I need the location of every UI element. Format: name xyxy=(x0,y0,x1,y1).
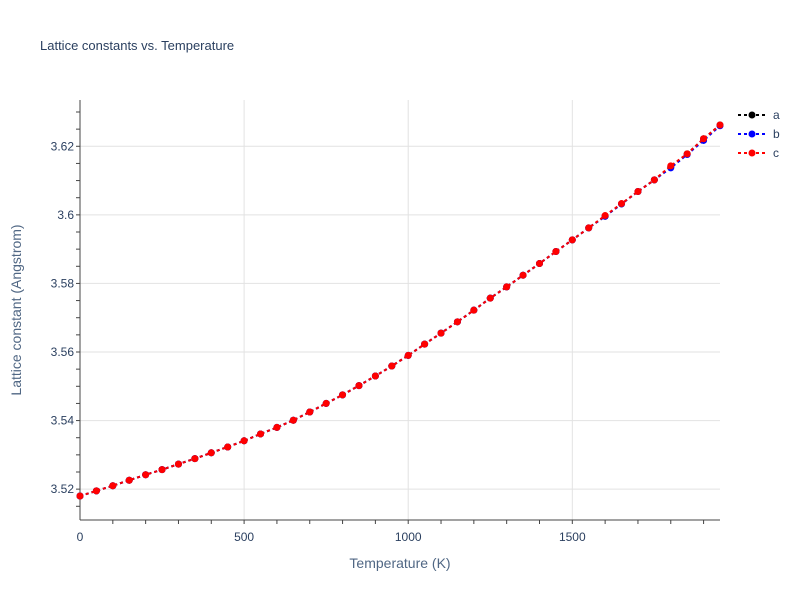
data-point xyxy=(306,408,314,416)
x-tick-label: 1000 xyxy=(395,530,422,544)
data-point xyxy=(158,466,166,474)
legend-marker xyxy=(748,130,756,138)
legend-item-c[interactable]: c xyxy=(738,146,779,160)
data-point xyxy=(700,135,708,143)
legend-label: a xyxy=(773,108,780,122)
legend-marker xyxy=(748,111,756,119)
y-tick-label: 3.58 xyxy=(51,276,75,290)
data-point xyxy=(404,351,412,359)
data-point xyxy=(716,121,724,129)
data-point xyxy=(92,487,100,495)
y-tick-label: 3.52 xyxy=(51,482,75,496)
data-point xyxy=(339,391,347,399)
data-point xyxy=(125,476,133,484)
series-c xyxy=(76,121,724,500)
data-point xyxy=(174,460,182,468)
x-tick-label: 500 xyxy=(234,530,254,544)
legend-label: c xyxy=(773,146,779,160)
data-point xyxy=(552,248,560,256)
data-point xyxy=(257,430,265,438)
legend-item-a[interactable]: a xyxy=(738,108,780,122)
x-tick-label: 1500 xyxy=(559,530,586,544)
y-tick-label: 3.54 xyxy=(51,414,75,428)
data-point xyxy=(371,372,379,380)
series-line xyxy=(79,124,721,497)
y-axis-title: Lattice constant (Angstrom) xyxy=(8,224,24,395)
data-point xyxy=(585,224,593,232)
data-point xyxy=(109,482,117,490)
data-point xyxy=(486,294,494,302)
data-point xyxy=(388,362,396,370)
data-point xyxy=(453,318,461,326)
data-point xyxy=(355,382,363,390)
data-point xyxy=(535,260,543,268)
data-point xyxy=(650,176,658,184)
data-point xyxy=(568,236,576,244)
data-point xyxy=(191,455,199,463)
y-tick-label: 3.62 xyxy=(51,139,75,153)
data-point xyxy=(76,492,84,500)
tick-labels: 0 500 1000 1500 3.52 3.54 3.56 3.58 3.6 3.62 xyxy=(51,111,705,544)
series xyxy=(76,121,724,500)
legend[interactable]: abc xyxy=(738,108,780,160)
legend-label: b xyxy=(773,127,780,141)
data-point xyxy=(618,200,626,208)
data-point xyxy=(273,423,281,431)
data-point xyxy=(289,416,297,424)
data-point xyxy=(503,283,511,291)
data-point xyxy=(470,306,478,314)
data-point xyxy=(683,150,691,158)
data-point xyxy=(240,437,248,445)
axes xyxy=(79,100,720,521)
x-axis-title: Temperature (K) xyxy=(349,555,450,571)
data-point xyxy=(142,471,150,479)
data-point xyxy=(224,443,232,451)
y-tick-label: 3.6 xyxy=(57,208,74,222)
data-point xyxy=(519,271,527,279)
data-point xyxy=(601,212,609,220)
data-point xyxy=(207,449,215,457)
x-tick-label: 0 xyxy=(77,530,84,544)
legend-item-b[interactable]: b xyxy=(738,127,780,141)
data-point xyxy=(634,188,642,196)
y-tick-label: 3.56 xyxy=(51,345,75,359)
data-point xyxy=(437,329,445,337)
data-point xyxy=(322,399,330,407)
legend-marker xyxy=(748,149,756,157)
grid xyxy=(80,100,720,520)
chart-title: Lattice constants vs. Temperature xyxy=(40,38,234,53)
data-point xyxy=(421,340,429,348)
data-point xyxy=(667,162,675,170)
